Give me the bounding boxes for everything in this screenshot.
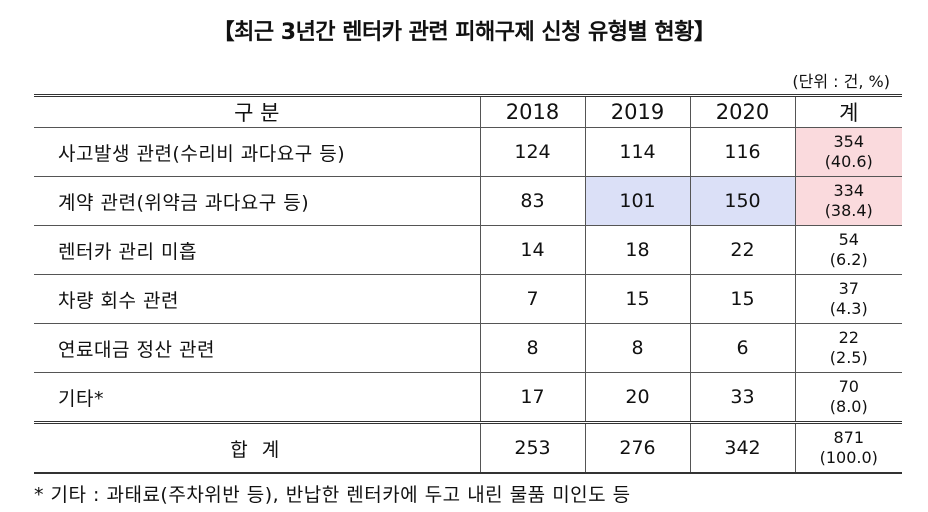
table-row: 사고발생 관련(수리비 과다요구 등) 124 114 116 354 (40.… [34,127,902,177]
total-count: 54 [838,230,859,249]
cell-2019: 15 [584,274,691,324]
row-label: 렌터카 관리 미흡 [34,225,481,275]
table-row: 계약 관련(위약금 과다요구 등) 83 101 150 334 (38.4) [34,176,902,226]
total-count: 334 [833,181,865,200]
table-row: 렌터카 관리 미흡 14 18 22 54 (6.2) [34,225,902,275]
cell-2018: 124 [479,127,586,177]
total-count: 354 [833,132,865,151]
header-category: 구 분 [34,94,481,128]
cell-total: 54 (6.2) [794,225,902,275]
header-row: 구 분 2018 2019 2020 계 [34,94,902,128]
cell-2019: 8 [584,323,691,373]
header-year-2019: 2019 [584,94,691,128]
cell-2018: 83 [479,176,586,226]
total-percent: (2.5) [829,348,868,367]
cell-total: 22 (2.5) [794,323,902,373]
table-row: 기타* 17 20 33 70 (8.0) [34,372,902,423]
footnote: * 기타 : 과태료(주차위반 등), 반납한 렌터카에 두고 내린 물품 미인… [34,484,631,506]
total-percent: (8.0) [829,397,868,416]
cell-2020: 33 [689,372,796,423]
total-2020: 342 [689,421,796,474]
grand-total-count: 871 [833,428,865,447]
row-label: 연료대금 정산 관련 [34,323,481,373]
cell-2018: 17 [479,372,586,423]
total-count: 22 [838,328,859,347]
cell-2018: 14 [479,225,586,275]
total-row-label: 합 계 [34,421,481,474]
cell-2020: 6 [689,323,796,373]
cell-2020: 15 [689,274,796,324]
cell-2019: 114 [584,127,691,177]
cell-2020: 22 [689,225,796,275]
cell-2018: 7 [479,274,586,324]
grand-total-percent: (100.0) [819,448,878,467]
row-label: 계약 관련(위약금 과다요구 등) [34,176,481,226]
cell-2020: 116 [689,127,796,177]
cell-total: 37 (4.3) [794,274,902,324]
total-percent: (38.4) [824,201,873,220]
complaint-table: 구 분 2018 2019 2020 계 사고발생 관련(수리비 과다요구 등)… [34,94,902,474]
total-count: 70 [838,377,859,396]
grand-total: 871 (100.0) [794,421,902,474]
header-year-2018: 2018 [479,94,586,128]
cell-2020: 150 [689,176,796,226]
cell-2019: 18 [584,225,691,275]
table-row: 연료대금 정산 관련 8 8 6 22 (2.5) [34,323,902,373]
row-label: 차량 회수 관련 [34,274,481,324]
document-title: 【최근 3년간 렌터카 관련 피해구제 신청 유형별 현황】 [212,20,716,45]
cell-2019: 20 [584,372,691,423]
table-row: 차량 회수 관련 7 15 15 37 (4.3) [34,274,902,324]
cell-2019: 101 [584,176,691,226]
cell-total: 334 (38.4) [794,176,902,226]
total-row: 합 계 253 276 342 871 (100.0) [34,421,902,474]
row-label: 기타* [34,372,481,423]
total-percent: (6.2) [829,250,868,269]
total-2019: 276 [584,421,691,474]
cell-total: 354 (40.6) [794,127,902,177]
header-total: 계 [794,94,902,128]
unit-note: (단위 : 건, %) [792,72,890,91]
total-2018: 253 [479,421,586,474]
header-year-2020: 2020 [689,94,796,128]
total-percent: (4.3) [829,299,868,318]
total-percent: (40.6) [824,152,873,171]
cell-2018: 8 [479,323,586,373]
total-count: 37 [838,279,859,298]
cell-total: 70 (8.0) [794,372,902,423]
row-label: 사고발생 관련(수리비 과다요구 등) [34,127,481,177]
